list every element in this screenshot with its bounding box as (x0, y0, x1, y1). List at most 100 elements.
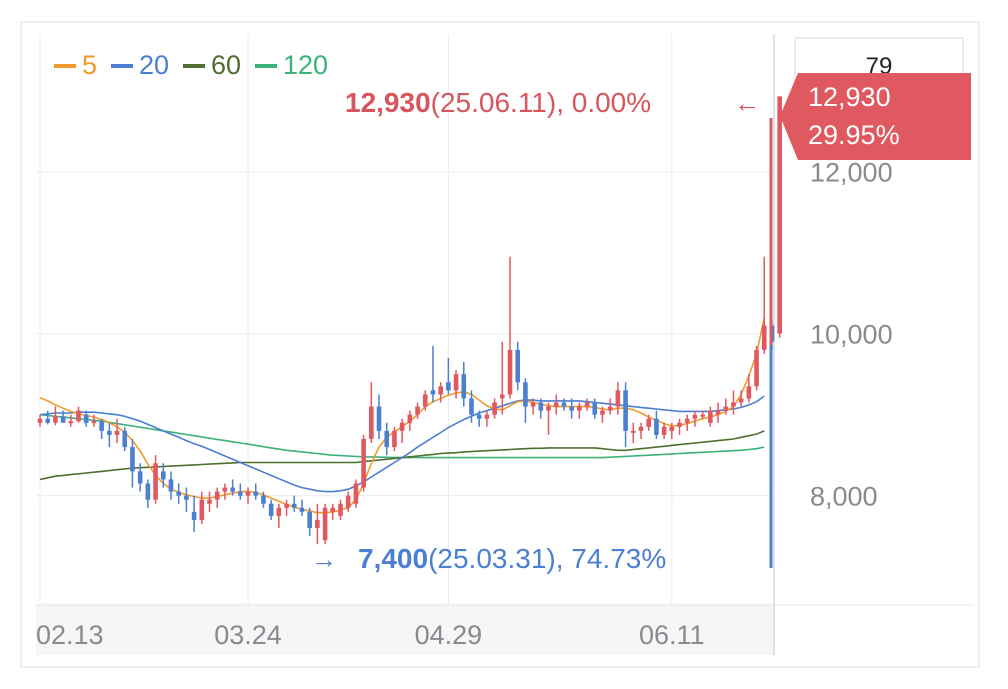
candle-body (615, 390, 621, 407)
legend-label: 20 (139, 50, 169, 80)
candle-body (168, 479, 174, 492)
candle-body (430, 390, 436, 395)
candle-body (268, 503, 274, 516)
x-tick-label: 06.11 (639, 620, 705, 650)
candle-body (214, 491, 220, 500)
candle-body (684, 418, 690, 423)
low-annotation: 7,400(25.03.31), 74.73% (358, 543, 666, 574)
candle-body (607, 406, 613, 411)
badge-price: 12,930 (808, 82, 891, 112)
y-tick-label: 8,000 (810, 482, 878, 512)
candle-body (654, 418, 659, 435)
candle-body (546, 406, 551, 411)
legend: 5 20 60 120 (54, 50, 328, 80)
candle-body (731, 402, 736, 407)
candle-body (677, 422, 682, 427)
legend-label: 5 (82, 50, 97, 80)
candle-body (569, 406, 574, 411)
candle-body (230, 487, 235, 492)
candle-body (261, 495, 266, 504)
candle-body (507, 349, 513, 395)
candle-body (500, 394, 505, 399)
candle-body (646, 418, 651, 427)
candle-body (384, 430, 390, 448)
candle-body (307, 511, 312, 529)
candle-body (253, 491, 259, 496)
candlesticks (37, 96, 782, 545)
low-arrow: → (311, 544, 337, 574)
candle-body (492, 402, 497, 415)
grid-lines (36, 34, 774, 605)
legend-swatch (183, 64, 205, 68)
candle-body (315, 519, 320, 529)
candle-body (68, 421, 74, 424)
candle-body (130, 447, 135, 472)
legend-swatch (54, 64, 76, 68)
candle-body (723, 406, 729, 411)
candle-body (761, 325, 767, 350)
candle-body (715, 410, 721, 415)
candle-body (83, 414, 89, 423)
candle-body (399, 422, 405, 431)
candle-body (669, 426, 675, 431)
high-annotation: 12,930(25.06.11), 0.00% (345, 87, 651, 118)
candle-body (153, 463, 158, 500)
candle-body (176, 491, 181, 496)
candle-body (476, 414, 482, 419)
candle-body (515, 349, 521, 383)
y-tick-label: 12,000 (810, 158, 893, 188)
candle-body (245, 491, 251, 496)
candle-body (461, 374, 467, 399)
candle-body (415, 406, 420, 415)
candle-body (630, 430, 636, 433)
candle-body (207, 499, 212, 504)
candle-body (738, 398, 744, 403)
candle-body (561, 402, 567, 407)
candle-body (53, 416, 58, 423)
candle-body (91, 421, 97, 424)
candle-body (238, 491, 243, 496)
candle-body (45, 418, 51, 423)
high-value: 12,930 (345, 87, 431, 118)
candle-body (530, 402, 536, 407)
candle-body (446, 382, 451, 391)
candle-body (60, 416, 66, 423)
candle-body (453, 374, 459, 391)
candle-body (361, 438, 366, 488)
low-value: 7,400 (358, 543, 428, 574)
candle-body (538, 402, 544, 411)
candle-body (661, 426, 667, 435)
high-arrow: ← (734, 88, 760, 118)
candle-body (345, 495, 351, 508)
candle-body (638, 426, 644, 431)
candle-body (145, 483, 151, 500)
x-axis-band (36, 605, 774, 655)
candle-body (469, 398, 474, 415)
legend-label: 60 (211, 50, 241, 80)
legend-swatch (255, 64, 277, 68)
candle-body (222, 487, 228, 492)
candle-body (369, 406, 374, 439)
x-tick-label: 02.13 (36, 620, 104, 650)
y-tick-label: 10,000 (810, 320, 893, 350)
ma-line-20 (39, 395, 765, 493)
candle-body (276, 507, 282, 516)
high-detail: (25.06.11), 0.00% (431, 87, 652, 118)
candle-body (199, 499, 205, 520)
candle-body (692, 414, 698, 419)
candle-body (553, 402, 559, 407)
candle-body (746, 386, 752, 399)
low-detail: (25.03.31), 74.73% (428, 543, 666, 574)
candle-body (700, 414, 705, 417)
candle-body (600, 410, 605, 415)
candle-body (122, 430, 128, 448)
candle-body (160, 471, 166, 480)
legend-label: 120 (283, 50, 328, 80)
x-tick-label: 03.24 (214, 620, 282, 650)
candle-body (107, 430, 112, 435)
current-price-badge (780, 73, 971, 160)
candle-body (184, 495, 189, 500)
candle-body (376, 406, 382, 431)
candle-body (422, 394, 428, 407)
